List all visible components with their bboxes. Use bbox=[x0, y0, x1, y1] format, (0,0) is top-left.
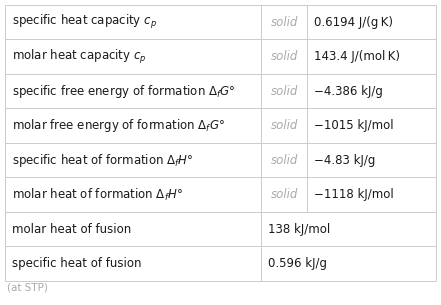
Text: molar heat capacity $c_p$: molar heat capacity $c_p$ bbox=[12, 48, 146, 66]
Text: −4.386 kJ/g: −4.386 kJ/g bbox=[314, 85, 383, 98]
Text: molar heat of fusion: molar heat of fusion bbox=[12, 223, 131, 236]
Text: specific heat capacity $c_p$: specific heat capacity $c_p$ bbox=[12, 13, 157, 31]
Text: solid: solid bbox=[270, 16, 298, 29]
Text: 0.6194 J/(g K): 0.6194 J/(g K) bbox=[314, 16, 392, 29]
Text: specific free energy of formation $\Delta_f G°$: specific free energy of formation $\Delt… bbox=[12, 83, 235, 100]
Text: specific heat of formation $\Delta_f H°$: specific heat of formation $\Delta_f H°$ bbox=[12, 152, 194, 169]
Text: 0.596 kJ/g: 0.596 kJ/g bbox=[269, 257, 328, 270]
Text: molar heat of formation $\Delta_f H°$: molar heat of formation $\Delta_f H°$ bbox=[12, 187, 183, 203]
Text: solid: solid bbox=[270, 119, 298, 132]
Text: 138 kJ/mol: 138 kJ/mol bbox=[269, 223, 331, 236]
Text: −1015 kJ/mol: −1015 kJ/mol bbox=[314, 119, 393, 132]
Text: −4.83 kJ/g: −4.83 kJ/g bbox=[314, 154, 375, 167]
Text: 143.4 J/(mol K): 143.4 J/(mol K) bbox=[314, 50, 400, 63]
Text: solid: solid bbox=[270, 188, 298, 201]
Text: solid: solid bbox=[270, 85, 298, 98]
Text: molar free energy of formation $\Delta_f G°$: molar free energy of formation $\Delta_f… bbox=[12, 117, 225, 134]
Text: solid: solid bbox=[270, 154, 298, 167]
Text: solid: solid bbox=[270, 50, 298, 63]
Text: (at STP): (at STP) bbox=[7, 283, 48, 293]
Text: specific heat of fusion: specific heat of fusion bbox=[12, 257, 142, 270]
Text: −1118 kJ/mol: −1118 kJ/mol bbox=[314, 188, 393, 201]
